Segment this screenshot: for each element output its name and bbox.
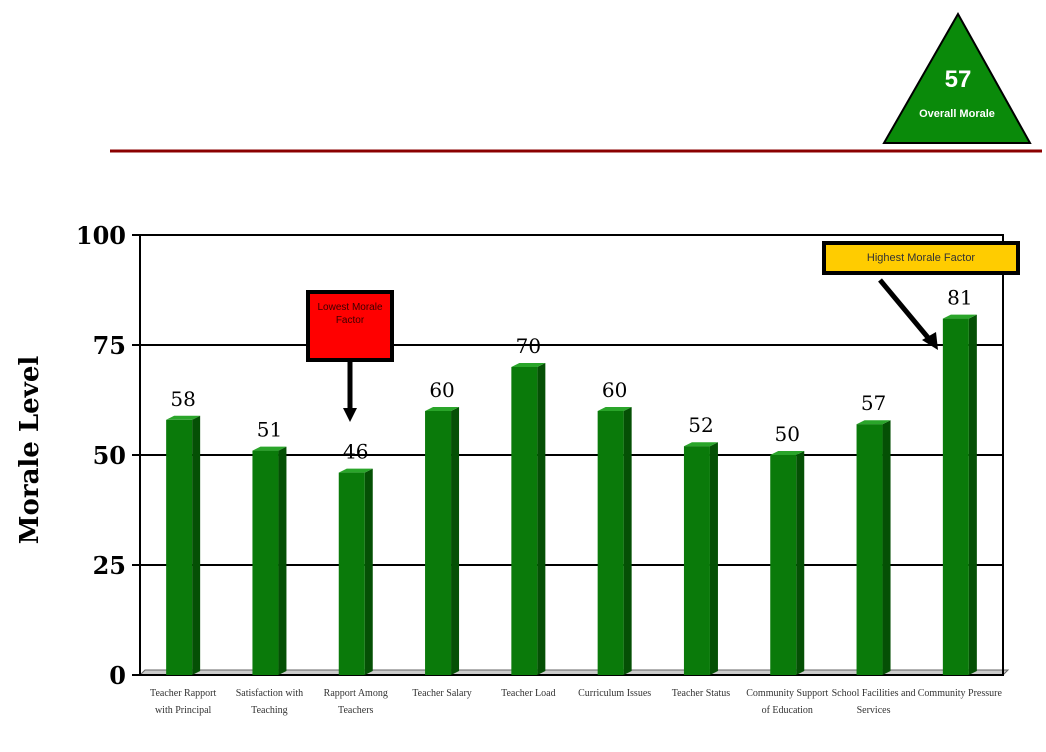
x-tick-label: Community Support of Education [746,688,829,716]
bar-top [683,442,718,447]
data-label: 46 [343,440,368,464]
data-label: 60 [602,378,627,402]
y-tick-label: 0 [109,661,126,690]
bar-side [537,363,546,675]
data-label: 52 [688,413,713,437]
bar-side [709,442,718,675]
bar [252,450,279,675]
bar-top [856,420,891,425]
highest-morale-callout: Highest Morale Factor [822,241,1020,275]
bar-side [623,407,632,675]
bar-top [770,451,805,455]
bar [942,318,969,675]
bar [425,411,452,675]
x-tick-label: Teacher Status [671,688,731,699]
x-tick-label: Community Pressure [917,688,1002,699]
data-label: 70 [516,334,541,358]
data-label: 81 [947,286,972,310]
bar [683,446,710,675]
x-tick-label: School Facilities and Services [831,688,916,716]
y-tick-label: 100 [76,221,126,250]
data-label: 60 [429,378,454,402]
bar-top [597,407,632,411]
bar [856,424,883,675]
x-tick-label: Teacher Rapport with Principal [150,688,217,716]
bar-top [338,468,373,473]
bar [770,455,797,675]
y-axis-title: Morale Level [15,355,45,545]
plot-frame [139,234,1004,676]
data-label: 58 [170,387,195,411]
bar-side [796,451,805,675]
badge-value: 57 [944,66,972,93]
lowest-callout-arrowhead [343,408,357,422]
x-tick-label: Satisfaction with Teaching [235,688,304,716]
x-tick-label: Rapport Among Teachers [323,688,388,716]
bar [511,367,538,675]
data-label: 57 [861,391,886,415]
badge-label: Overall Morale [919,108,995,120]
data-label: 51 [257,418,282,442]
bar-top [511,363,546,367]
data-label: 50 [775,422,800,446]
bar-side [278,446,287,675]
x-tick-label: Teacher Salary [412,688,472,699]
y-tick-label: 75 [93,331,126,360]
bar-top [252,446,287,451]
bar-side [968,314,977,675]
bar-top [166,415,201,420]
highest-callout-arrow [878,278,932,342]
plot-area: 0 25 50 75 100 58 51 46 60 70 60 52 50 57 81 [76,221,1010,690]
y-tick-label: 50 [93,441,126,470]
bar-top [942,314,977,319]
y-tick-label: 25 [93,551,126,580]
x-tick-label: Curriculum Issues [578,688,652,699]
bar-side [192,415,201,675]
bar-side [882,420,891,675]
overall-morale-badge [882,11,1032,144]
bar-top [425,407,460,411]
y-axis-title-wrap: Morale Level [0,300,60,600]
bar-side [364,468,373,675]
bar-side [451,407,460,675]
x-tick-label: Teacher Load [501,688,556,699]
bar [166,419,193,675]
bar [338,472,365,675]
bar [597,411,624,675]
highest-callout-arrowhead [922,332,938,350]
lowest-morale-callout: Lowest Morale Factor [306,290,394,362]
